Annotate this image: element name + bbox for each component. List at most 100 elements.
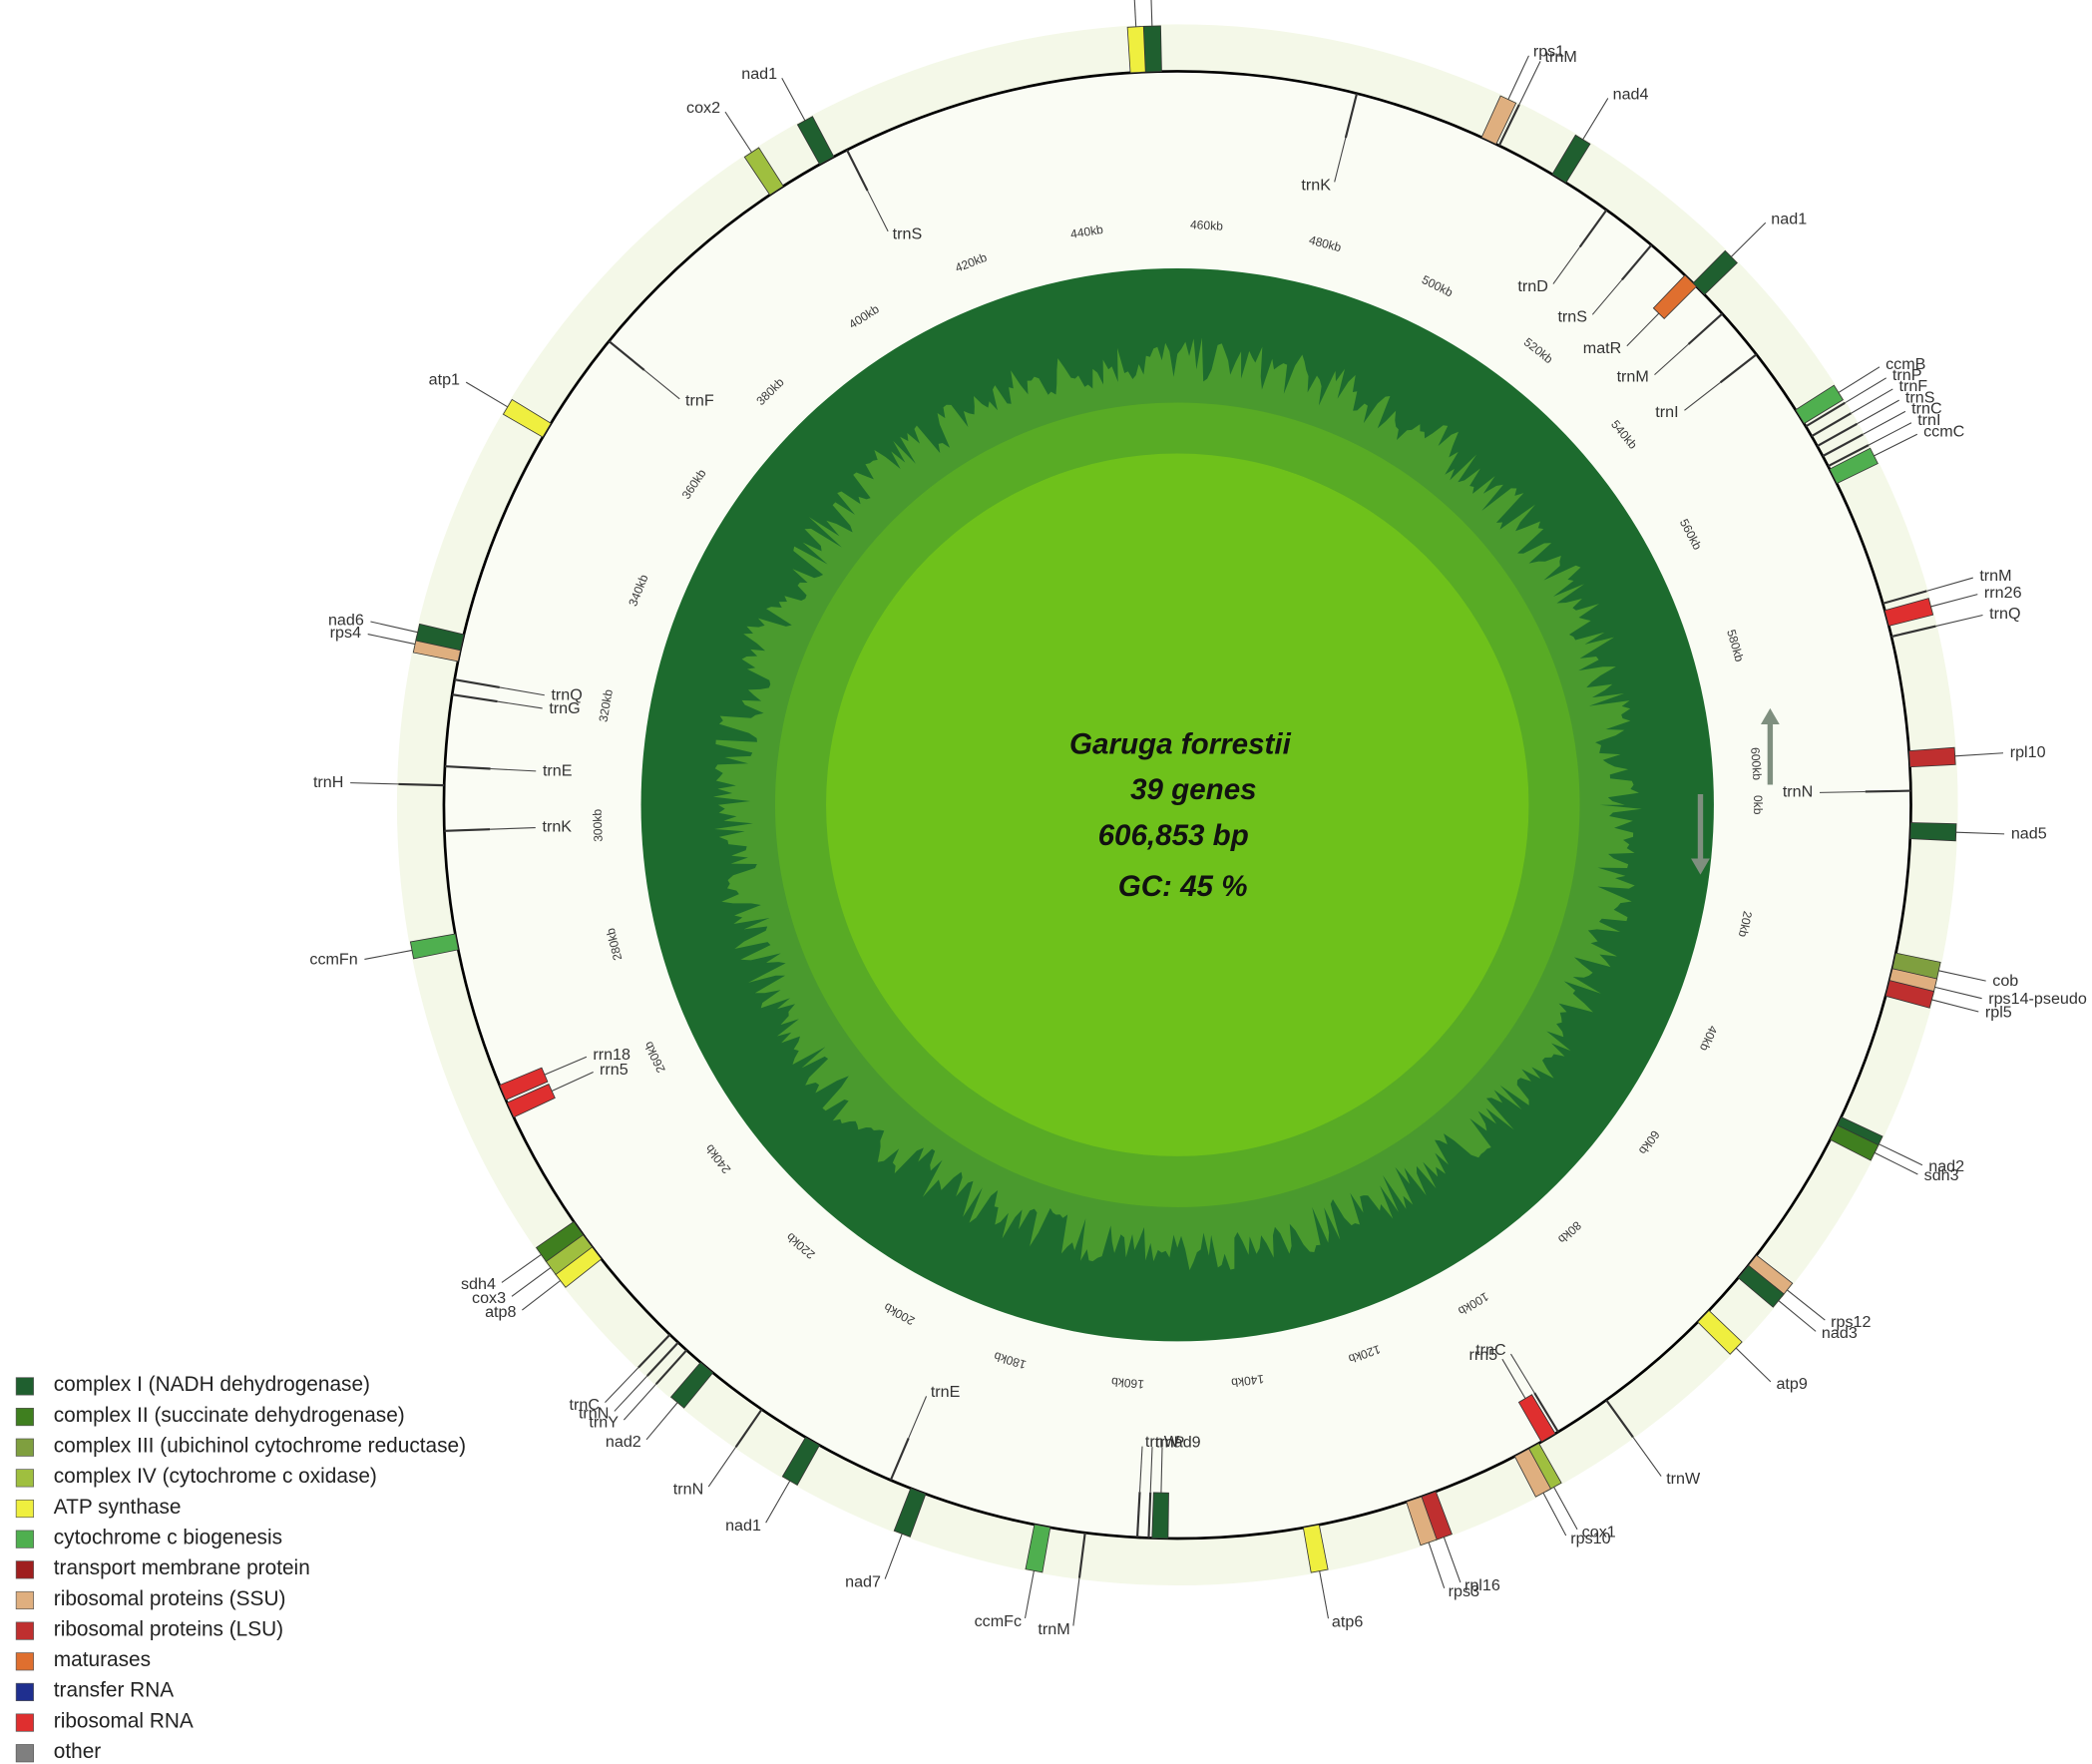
- gene-label: nad2: [1928, 1157, 1964, 1175]
- kb-label: 460kb: [1190, 218, 1224, 233]
- gene-label: rps10: [1570, 1530, 1610, 1547]
- leader: [1443, 1537, 1462, 1583]
- leader: [1654, 343, 1689, 375]
- gene-block: [1025, 1524, 1051, 1573]
- gene-label: rpl16: [1464, 1576, 1500, 1594]
- gene-label: cox2: [686, 99, 720, 117]
- legend-label: maturases: [54, 1648, 151, 1671]
- leader: [1684, 381, 1721, 411]
- gene-label: rpl5: [1985, 1003, 2012, 1021]
- gene-label: matR: [1583, 339, 1622, 357]
- gene-label: rpl10: [2010, 743, 2046, 761]
- leader: [1632, 1436, 1662, 1477]
- legend-label: ribosomal proteins (LSU): [54, 1617, 283, 1640]
- leader: [1626, 312, 1660, 347]
- gene-label: trnC: [1475, 1341, 1506, 1359]
- gene-block: [1884, 980, 1935, 1009]
- trna-mark: [398, 782, 445, 787]
- leader: [645, 1402, 678, 1441]
- trna-mark: [1811, 412, 1852, 438]
- gene-label: trnK: [542, 818, 572, 836]
- leader: [1024, 1570, 1035, 1619]
- legend-swatch: [15, 1621, 34, 1640]
- legend-label: transport membrane protein: [54, 1556, 310, 1579]
- gene-label: rps12: [1831, 1313, 1871, 1331]
- leader: [367, 634, 416, 646]
- gene-label: trnI: [1917, 411, 1940, 429]
- trna-mark: [1827, 444, 1870, 468]
- trna-mark: [845, 149, 869, 192]
- gene-label: rrn5: [1468, 1346, 1497, 1364]
- leader: [1730, 221, 1767, 257]
- legend-label: complex III (ubichinol cytochrome reduct…: [54, 1435, 466, 1458]
- gene-label: rrn5: [600, 1061, 628, 1079]
- gene-block: [499, 1067, 549, 1102]
- trna-mark: [1865, 789, 1911, 793]
- organism: Garuga forrestii: [1069, 727, 1292, 760]
- gene-block: [1142, 25, 1162, 73]
- legend-label: ribosomal RNA: [54, 1709, 194, 1732]
- trna-mark: [1822, 433, 1864, 458]
- gene-block: [1406, 1496, 1438, 1546]
- gene-label: trnK: [1301, 177, 1331, 195]
- gene-block: [1795, 384, 1845, 425]
- leader: [707, 1446, 737, 1488]
- gene-label: ccmFn: [309, 950, 357, 968]
- gene-label: trnQ: [1989, 605, 2020, 623]
- gene-block: [1692, 249, 1738, 295]
- gene-block: [1302, 1524, 1329, 1573]
- leader: [1954, 752, 2004, 757]
- gene-label: trnY: [589, 1413, 619, 1431]
- leader: [1938, 970, 1986, 982]
- gene-block: [1829, 447, 1879, 485]
- gene-block: [502, 398, 552, 438]
- gene-block: [415, 623, 465, 652]
- gene-label: trnS: [1557, 308, 1587, 326]
- gene-block: [1829, 1124, 1880, 1161]
- leader: [1863, 410, 1906, 435]
- leader: [1510, 1353, 1535, 1394]
- leader: [867, 190, 889, 232]
- leader: [1072, 1577, 1080, 1626]
- leader: [1955, 831, 2005, 835]
- trna-mark: [1147, 1492, 1152, 1539]
- leader: [1934, 986, 1982, 1000]
- leader: [1879, 1143, 1923, 1166]
- gene-label: trnM: [1979, 567, 2011, 585]
- trna-mark: [1533, 1392, 1559, 1433]
- gene-label: trnC: [1911, 400, 1942, 418]
- gene-label: trnS: [893, 225, 923, 243]
- leader: [1149, 1447, 1153, 1493]
- leader: [490, 827, 536, 830]
- leader: [1334, 137, 1347, 183]
- leader: [1787, 1289, 1826, 1321]
- gene-label: trnP: [1892, 366, 1922, 384]
- leader: [499, 686, 545, 696]
- leader: [511, 1267, 552, 1297]
- gene-block: [781, 1436, 821, 1486]
- leader: [522, 1280, 562, 1311]
- trna-mark: [1805, 401, 1846, 428]
- gene-block: [506, 1084, 556, 1118]
- trna-mark: [654, 1349, 688, 1385]
- gene-block: [1513, 1448, 1552, 1498]
- gene-label: trnM: [1038, 1620, 1069, 1638]
- leader: [551, 1072, 594, 1092]
- trna-mark: [1817, 422, 1858, 448]
- gene-block: [1737, 1264, 1785, 1308]
- leader: [1133, 0, 1137, 27]
- leader: [1838, 366, 1881, 393]
- leader: [1507, 55, 1529, 100]
- gene-block: [1480, 95, 1517, 146]
- gene-label: nad3: [1822, 1324, 1858, 1342]
- gene-label: trnM: [1545, 48, 1577, 66]
- gene-label: rps3: [1449, 1582, 1479, 1600]
- trna-mark: [1344, 93, 1359, 139]
- leader: [614, 1375, 648, 1412]
- gene-label: nad7: [845, 1573, 881, 1591]
- trna-mark: [452, 693, 498, 703]
- leader: [1874, 1151, 1918, 1175]
- leader: [1735, 1347, 1772, 1383]
- leader: [1819, 790, 1866, 793]
